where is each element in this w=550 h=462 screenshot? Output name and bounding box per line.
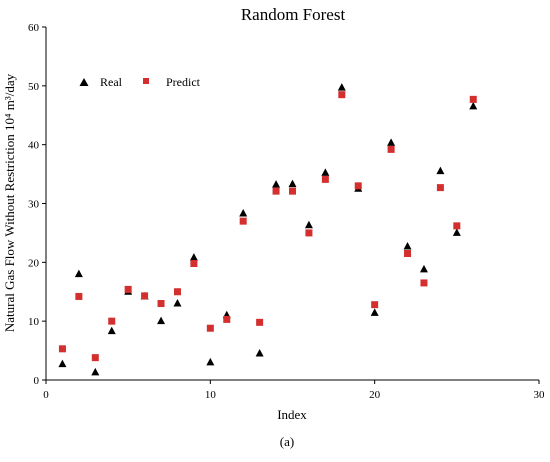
predict-point [420,279,428,287]
legend: Real Predict [79,75,201,89]
predict-point [91,354,99,362]
predict-point [371,301,379,309]
legend-marker-predict [143,78,149,84]
x-tick-label: 20 [369,389,381,401]
x-tick-label: 10 [205,389,217,401]
series-real [58,83,478,376]
predict-point [124,285,132,293]
real-point [107,326,116,335]
real-point [304,220,313,229]
y-tick-label: 60 [28,22,40,34]
predict-point [272,187,280,195]
real-point [436,166,445,175]
predict-point [256,318,264,326]
real-point [74,269,83,278]
predict-point [239,217,247,225]
real-point [189,253,198,261]
x-tick-label: 0 [43,389,49,401]
real-point [370,308,379,316]
predict-point [58,345,66,353]
figure-caption: (a) [280,434,294,449]
legend-label-real: Real [100,75,123,89]
predict-point [108,317,116,325]
legend-label-predict: Predict [166,75,201,89]
predict-point [173,288,181,296]
real-point [469,101,478,110]
y-tick-label: 30 [28,199,40,211]
real-point [403,241,412,250]
predict-point [206,324,214,332]
predict-point [404,250,412,258]
predict-point [289,187,296,195]
real-point [321,168,330,176]
series-predict [58,91,477,362]
real-point [239,209,248,217]
real-point [387,138,396,146]
real-point [272,180,281,188]
predict-point [436,184,444,192]
real-point [452,228,461,236]
predict-point [338,91,346,99]
x-tick-label: 30 [534,389,546,401]
predict-point [305,229,313,237]
real-point [58,359,67,368]
predict-point [157,300,165,308]
legend-marker-real [79,78,89,86]
predict-point [354,182,362,190]
chart-title: Random Forest [241,5,346,24]
real-point [288,179,297,188]
real-point [419,264,428,273]
y-axis-title: Natural Gas Flow Without Restriction 10⁴… [2,73,17,332]
predict-point [75,292,83,300]
predict-point [453,222,461,230]
y-tick-label: 40 [28,140,40,152]
real-point [255,349,264,357]
axis-ticks: 0 10 20 30 40 50 60 0 10 20 30 [28,22,545,401]
predict-point [387,145,395,153]
real-point [206,357,215,366]
y-tick-label: 50 [28,81,40,93]
y-tick-label: 20 [28,257,40,269]
predict-point [469,95,477,103]
predict-point [223,315,231,323]
predict-point [321,175,329,183]
real-point [173,299,182,307]
plot-area: 0 10 20 30 40 50 60 0 10 20 30 [28,22,545,401]
x-axis-title: Index [277,407,307,422]
real-point [91,367,100,376]
y-tick-label: 10 [28,316,40,328]
predict-point [141,292,149,300]
predict-point [190,260,198,268]
y-tick-label: 0 [34,375,40,387]
real-point [337,83,346,91]
real-point [157,316,166,325]
